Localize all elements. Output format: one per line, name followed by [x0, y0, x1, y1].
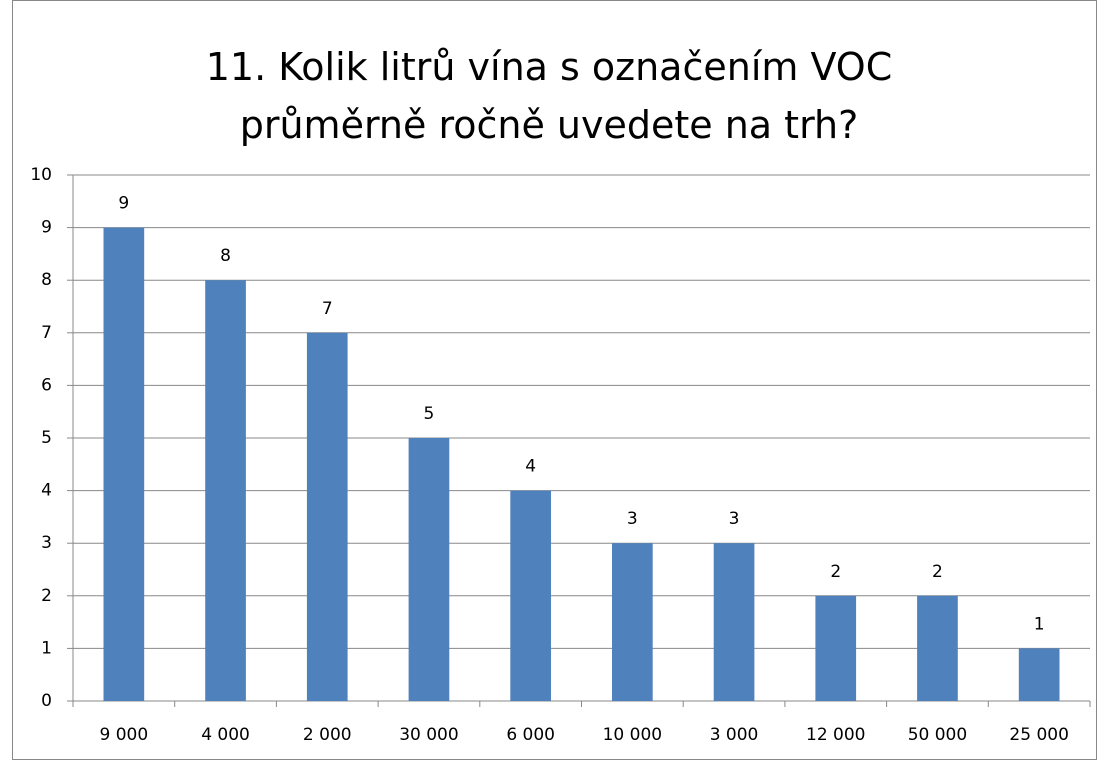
data-label: 1: [1034, 614, 1045, 634]
y-tick-label: 8: [41, 270, 52, 290]
bar: [408, 438, 450, 701]
y-tick-label: 3: [41, 533, 52, 553]
x-tick-label: 12 000: [806, 725, 865, 745]
y-tick-label: 10: [30, 165, 52, 185]
y-tick-label: 2: [41, 586, 52, 606]
x-tick-label: 25 000: [1009, 725, 1068, 745]
data-label: 5: [424, 404, 435, 424]
data-label: 3: [627, 509, 638, 529]
x-tick-label: 6 000: [506, 725, 555, 745]
x-tick-label: 4 000: [201, 725, 250, 745]
bar: [103, 227, 145, 701]
data-label: 2: [932, 562, 943, 582]
x-tick-label: 2 000: [303, 725, 352, 745]
chart-border: [12, 0, 1097, 760]
y-tick-label: 9: [41, 218, 52, 238]
y-tick-label: 5: [41, 428, 52, 448]
data-label: 4: [525, 457, 536, 477]
x-tick-label: 50 000: [908, 725, 967, 745]
data-label: 7: [322, 299, 333, 319]
data-label: 9: [118, 194, 129, 214]
bar: [306, 332, 348, 701]
x-tick-label: 10 000: [603, 725, 662, 745]
x-tick-label: 30 000: [399, 725, 458, 745]
chart-title: 11. Kolik litrů vína s označením VOC prů…: [205, 45, 893, 147]
data-label: 3: [729, 509, 740, 529]
bar: [205, 280, 246, 701]
y-tick-label: 0: [41, 691, 52, 711]
bar: [1018, 648, 1060, 701]
x-tick-label: 9 000: [100, 725, 149, 745]
x-tick-label: 3 000: [710, 725, 759, 745]
y-tick-label: 6: [41, 375, 52, 395]
bar: [510, 490, 551, 701]
bar: [917, 595, 958, 701]
y-tick-label: 1: [41, 638, 52, 658]
data-label: 8: [220, 246, 231, 266]
data-label: 2: [830, 562, 841, 582]
y-tick-label: 7: [41, 323, 52, 343]
bar: [713, 543, 755, 701]
bar: [612, 543, 653, 701]
bar: [815, 595, 857, 701]
y-tick-label: 4: [41, 481, 52, 501]
